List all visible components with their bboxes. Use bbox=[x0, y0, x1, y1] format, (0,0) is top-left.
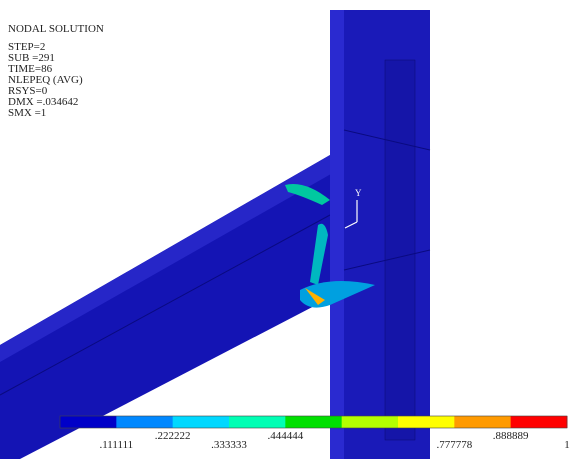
legend-label: .777778 bbox=[436, 439, 472, 451]
contour-spot bbox=[285, 184, 330, 205]
legend-swatch bbox=[454, 416, 512, 428]
beam bbox=[0, 155, 345, 459]
mesh-region bbox=[384, 59, 416, 441]
title: NODAL SOLUTION bbox=[8, 23, 104, 35]
info-line: SUB =291 bbox=[8, 52, 55, 64]
legend-swatch bbox=[229, 416, 286, 428]
stiffener-edge bbox=[343, 249, 431, 271]
column-flange bbox=[330, 10, 344, 459]
legend-swatch bbox=[398, 416, 455, 428]
legend-swatch bbox=[172, 416, 230, 428]
triad-axis bbox=[344, 221, 358, 229]
info-line: TIME=86 bbox=[8, 63, 53, 75]
legend: .111111 .222222 .333333 .444444 .777778 .8888… bbox=[59, 415, 570, 451]
info-line: STEP=2 bbox=[8, 41, 45, 53]
legend-swatch bbox=[285, 416, 343, 428]
legend-label: 1 bbox=[564, 439, 570, 451]
legend-label: .222222 bbox=[155, 430, 191, 442]
contour-spot bbox=[305, 288, 325, 305]
contour-spot bbox=[310, 223, 328, 285]
legend-swatch bbox=[510, 416, 568, 428]
legend-swatch bbox=[116, 416, 174, 428]
legend-swatch bbox=[60, 416, 117, 428]
legend-label: .111111 bbox=[99, 439, 133, 451]
legend-label: .888889 bbox=[493, 430, 529, 442]
legend-label: .444444 bbox=[267, 430, 303, 442]
info-line: DMX =.034642 bbox=[8, 96, 78, 108]
info-line: NLEPEQ (AVG) bbox=[8, 74, 83, 86]
info-line: SMX =1 bbox=[8, 107, 46, 119]
info-line: RSYS=0 bbox=[8, 85, 48, 97]
legend-label: .333333 bbox=[211, 439, 247, 451]
stiffener-edge bbox=[343, 129, 431, 151]
legend-swatch bbox=[341, 416, 399, 428]
info-text: NODAL SOLUTION STEP=2 SUB =291 TIME=86 NLEPE… bbox=[8, 23, 104, 119]
legend-frame bbox=[59, 415, 568, 429]
beam-flange bbox=[0, 155, 338, 362]
beam-edge bbox=[0, 214, 331, 396]
triad-label: Y bbox=[355, 188, 362, 198]
